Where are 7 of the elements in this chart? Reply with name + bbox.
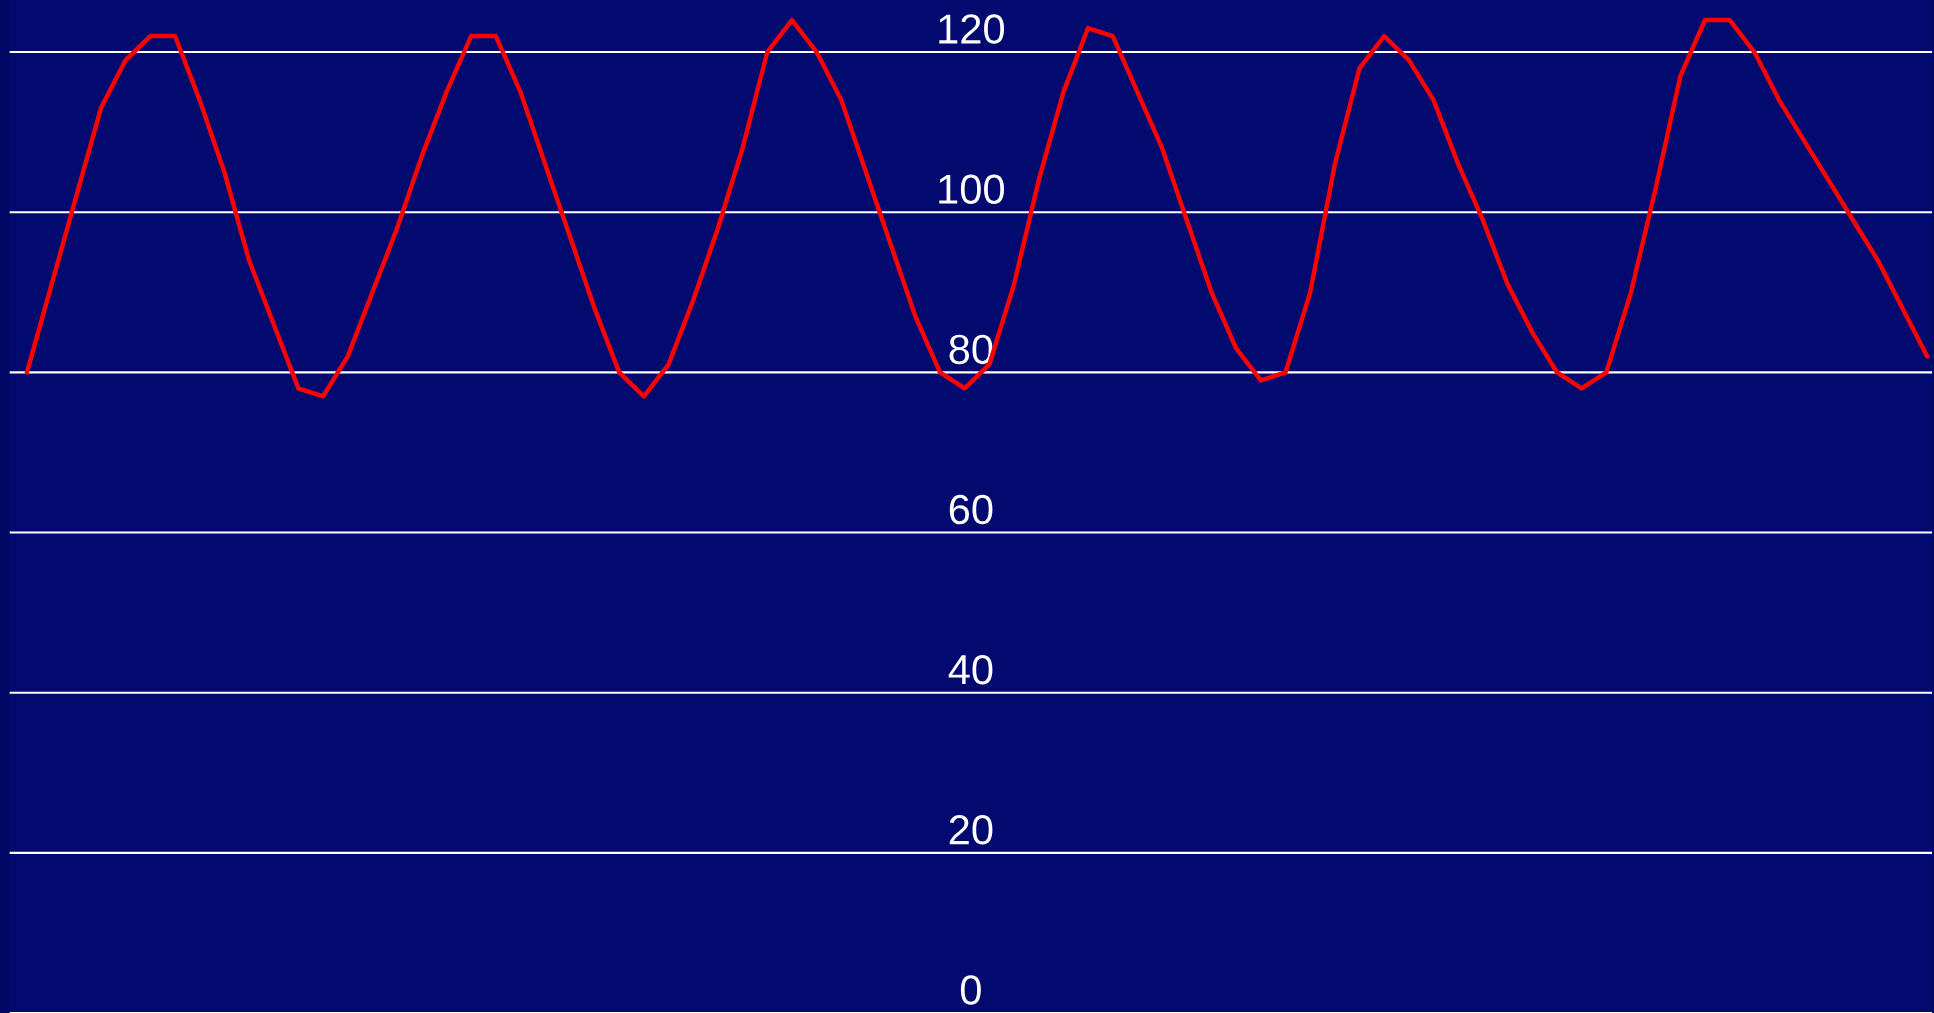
y-tick-label: 0: [960, 975, 981, 1005]
y-tick-label: 40: [948, 654, 993, 685]
y-tick-label: 60: [949, 494, 993, 525]
y-tick-label: 80: [949, 334, 993, 365]
y-tick-label: 120: [939, 14, 1004, 44]
y-tick-label: 100: [939, 174, 1004, 204]
y-tick-label: 20: [949, 815, 993, 845]
